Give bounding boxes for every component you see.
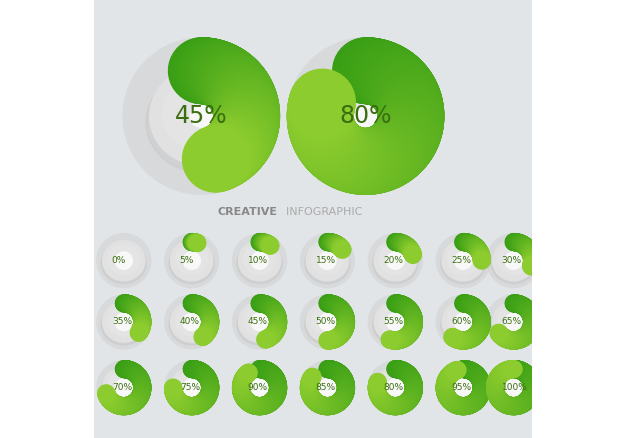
Text: CREATIVE: CREATIVE [217,208,277,217]
Ellipse shape [305,304,350,345]
Ellipse shape [103,240,145,281]
Ellipse shape [108,244,140,274]
Ellipse shape [441,304,486,345]
Ellipse shape [312,306,344,336]
Text: 35%: 35% [112,318,132,326]
Ellipse shape [101,304,146,345]
Ellipse shape [244,306,275,336]
Text: 45%: 45% [248,318,268,326]
Ellipse shape [448,371,479,401]
Ellipse shape [491,304,536,345]
Text: 30%: 30% [501,256,522,265]
Ellipse shape [176,306,208,336]
Text: 5%: 5% [180,256,194,265]
Ellipse shape [374,302,416,342]
Ellipse shape [170,367,213,408]
Ellipse shape [374,240,416,281]
Ellipse shape [244,371,275,401]
Ellipse shape [374,367,416,408]
Ellipse shape [237,304,282,345]
Ellipse shape [372,304,418,345]
Ellipse shape [493,240,535,281]
Ellipse shape [305,243,350,284]
Ellipse shape [239,302,280,342]
Ellipse shape [448,306,479,336]
Ellipse shape [103,367,145,408]
Ellipse shape [310,72,421,173]
Ellipse shape [237,243,282,284]
Ellipse shape [312,244,344,274]
Ellipse shape [314,67,417,165]
Ellipse shape [170,240,213,281]
Text: 45%: 45% [175,104,228,128]
Ellipse shape [498,371,530,401]
Text: 50%: 50% [316,318,336,326]
Ellipse shape [176,244,208,274]
Text: 0%: 0% [112,256,126,265]
Ellipse shape [176,371,208,401]
Ellipse shape [170,302,213,342]
Ellipse shape [448,244,479,274]
Text: 20%: 20% [383,256,403,265]
Ellipse shape [442,302,485,342]
Ellipse shape [372,243,418,284]
Text: 80%: 80% [383,383,404,392]
Text: 65%: 65% [501,318,522,326]
Ellipse shape [101,243,146,284]
Ellipse shape [379,244,411,274]
Ellipse shape [239,367,280,408]
Ellipse shape [441,243,486,284]
Ellipse shape [101,370,146,411]
Ellipse shape [493,302,535,342]
Text: INFOGRAPHIC: INFOGRAPHIC [279,208,362,217]
Text: 95%: 95% [451,383,471,392]
Text: 80%: 80% [339,104,392,128]
Ellipse shape [305,370,350,411]
Ellipse shape [108,371,140,401]
Text: 55%: 55% [383,318,404,326]
Ellipse shape [306,240,349,281]
Ellipse shape [169,370,214,411]
Text: 40%: 40% [180,318,200,326]
Ellipse shape [108,306,140,336]
Text: 60%: 60% [451,318,471,326]
Ellipse shape [162,77,240,149]
Ellipse shape [498,244,530,274]
Ellipse shape [493,367,535,408]
Text: 15%: 15% [316,256,336,265]
Ellipse shape [442,367,485,408]
Ellipse shape [306,302,349,342]
Ellipse shape [146,72,257,173]
Ellipse shape [103,302,145,342]
Text: 85%: 85% [316,383,336,392]
Text: 70%: 70% [112,383,132,392]
Ellipse shape [491,243,536,284]
Text: 75%: 75% [180,383,200,392]
Ellipse shape [491,370,536,411]
Ellipse shape [442,240,485,281]
Ellipse shape [441,370,486,411]
Ellipse shape [372,370,418,411]
Ellipse shape [498,306,530,336]
Text: 100%: 100% [501,383,528,392]
Text: 25%: 25% [451,256,471,265]
Ellipse shape [150,67,253,165]
Text: 10%: 10% [248,256,268,265]
Ellipse shape [306,367,349,408]
Ellipse shape [379,371,411,401]
Text: 90%: 90% [248,383,268,392]
Ellipse shape [312,371,344,401]
Ellipse shape [379,306,411,336]
Ellipse shape [169,243,214,284]
Ellipse shape [237,370,282,411]
Ellipse shape [327,77,404,149]
Ellipse shape [169,304,214,345]
Ellipse shape [244,244,275,274]
Ellipse shape [239,240,280,281]
